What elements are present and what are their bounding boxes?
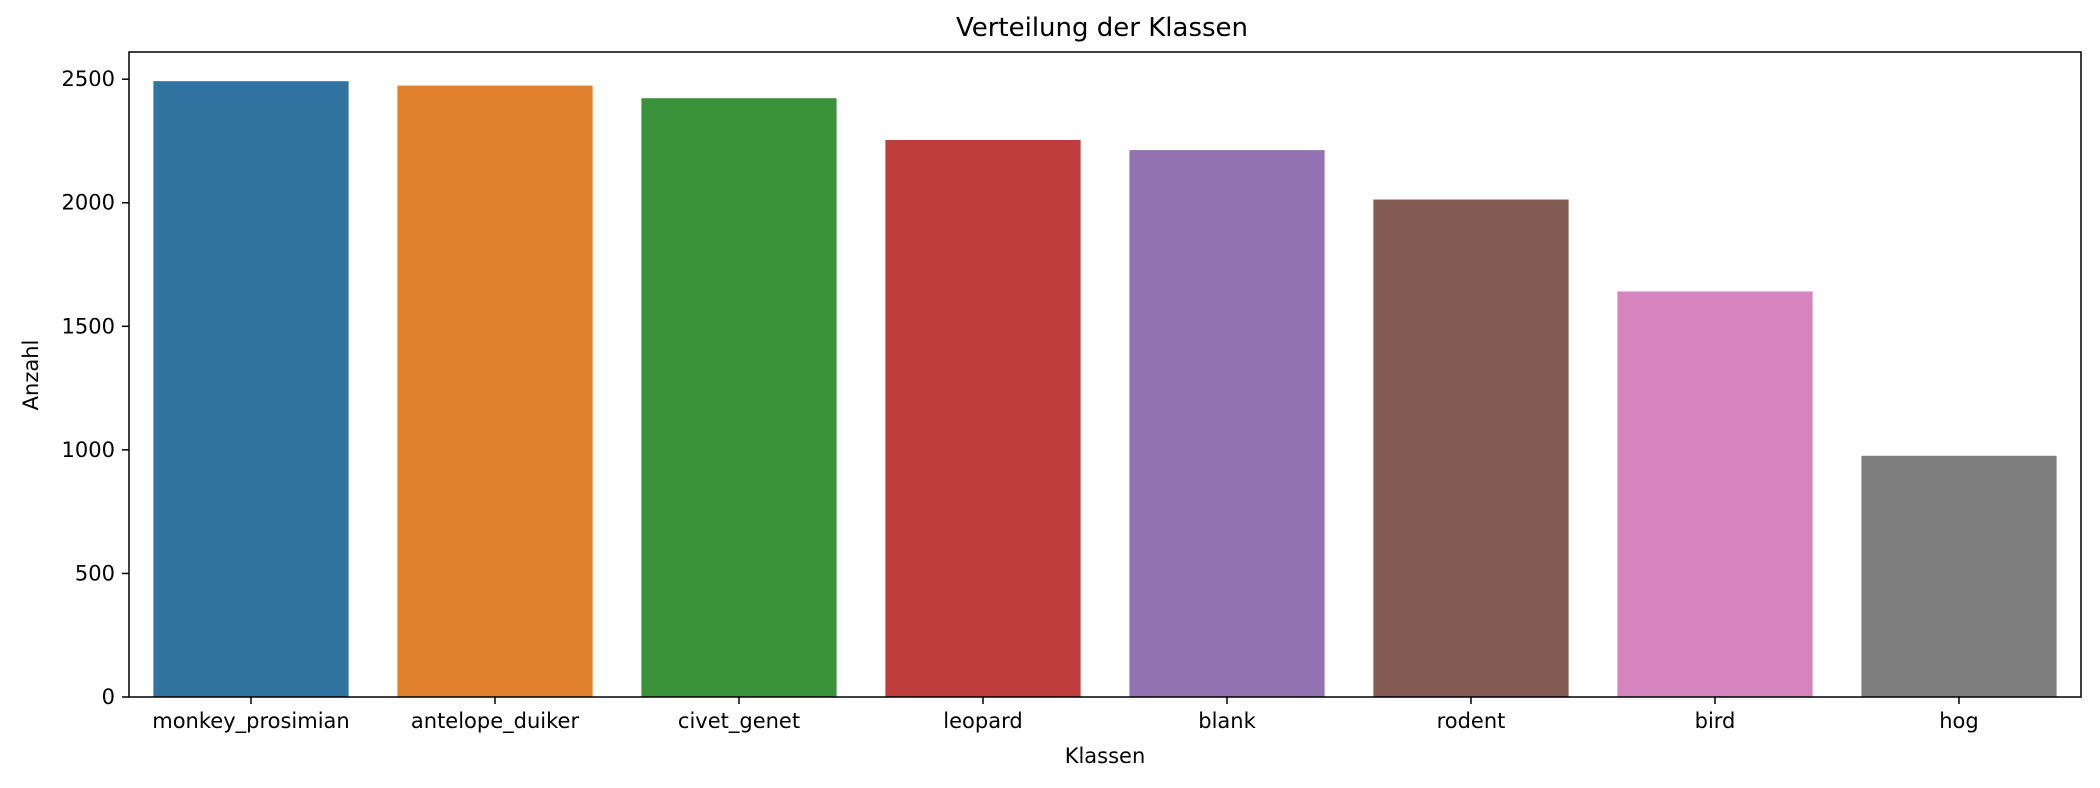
y-tick-label: 1000 xyxy=(62,438,115,462)
x-tick-label: bird xyxy=(1695,709,1736,733)
bar-rodent xyxy=(1373,200,1568,697)
bars-group xyxy=(153,81,2056,697)
y-tick-label: 0 xyxy=(102,685,115,709)
x-axis-label: Klassen xyxy=(1065,744,1146,768)
bar-leopard xyxy=(885,140,1080,697)
x-axis-ticks: monkey_prosimian antelope_duiker civet_gen… xyxy=(152,697,1978,734)
bar-hog xyxy=(1861,456,2056,697)
bar-antelope-duiker xyxy=(397,86,592,697)
x-tick-label: rodent xyxy=(1437,709,1506,733)
chart-title: Verteilung der Klassen xyxy=(956,13,1248,43)
x-tick-label: leopard xyxy=(943,709,1022,733)
y-axis-ticks: 0 500 1000 1500 2000 2500 xyxy=(62,67,129,709)
bar-blank xyxy=(1129,150,1324,697)
x-tick-label: monkey_prosimian xyxy=(152,709,349,734)
y-tick-label: 2000 xyxy=(62,191,115,215)
y-tick-label: 2500 xyxy=(62,67,115,91)
y-tick-label: 500 xyxy=(75,561,115,585)
x-tick-label: hog xyxy=(1939,709,1979,733)
x-tick-label: antelope_duiker xyxy=(411,709,580,734)
bar-civet-genet xyxy=(641,98,836,697)
bar-bird xyxy=(1617,291,1812,697)
y-tick-label: 1500 xyxy=(62,314,115,338)
bar-monkey-prosimian xyxy=(153,81,348,697)
y-axis-label: Anzahl xyxy=(19,340,43,411)
x-tick-label: blank xyxy=(1198,709,1256,733)
x-tick-label: civet_genet xyxy=(678,709,800,734)
